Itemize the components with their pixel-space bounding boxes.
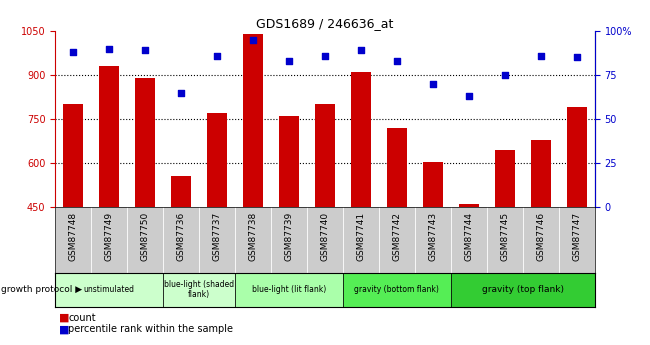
- Point: [356, 48, 366, 53]
- Point: [392, 58, 402, 64]
- Text: count: count: [68, 313, 96, 323]
- Point: [176, 90, 187, 95]
- Point: [248, 37, 258, 42]
- Bar: [163, 273, 235, 307]
- Text: GSM87737: GSM87737: [213, 212, 222, 262]
- Text: ■: ■: [58, 325, 69, 334]
- Text: gravity (bottom flank): gravity (bottom flank): [354, 285, 439, 294]
- Point: [68, 49, 79, 55]
- Point: [428, 81, 438, 87]
- Text: GSM87744: GSM87744: [464, 212, 473, 261]
- Bar: [279, 116, 299, 207]
- Text: GSM87743: GSM87743: [428, 212, 437, 262]
- Text: GSM87748: GSM87748: [69, 212, 78, 262]
- Bar: [387, 128, 407, 207]
- Point: [463, 93, 474, 99]
- Bar: [63, 104, 83, 207]
- Bar: [135, 78, 155, 207]
- Bar: [459, 204, 479, 207]
- Title: GDS1689 / 246636_at: GDS1689 / 246636_at: [256, 17, 394, 30]
- Text: GSM87742: GSM87742: [393, 212, 402, 261]
- Point: [536, 53, 546, 58]
- Text: GSM87747: GSM87747: [572, 212, 581, 262]
- Text: GSM87741: GSM87741: [356, 212, 365, 262]
- Text: blue-light (shaded
flank): blue-light (shaded flank): [164, 280, 234, 299]
- Bar: [235, 273, 343, 307]
- Text: blue-light (lit flank): blue-light (lit flank): [252, 285, 326, 294]
- Text: gravity (top flank): gravity (top flank): [482, 285, 564, 294]
- Point: [212, 53, 222, 58]
- Text: percentile rank within the sample: percentile rank within the sample: [68, 325, 233, 334]
- Text: GSM87738: GSM87738: [248, 212, 257, 262]
- Point: [140, 48, 150, 53]
- Bar: [99, 66, 119, 207]
- Bar: [171, 176, 191, 207]
- Bar: [207, 113, 227, 207]
- Bar: [351, 72, 371, 207]
- Bar: [315, 104, 335, 207]
- Point: [320, 53, 330, 58]
- Text: unstimulated: unstimulated: [84, 285, 135, 294]
- Point: [500, 72, 510, 78]
- Text: GSM87749: GSM87749: [105, 212, 114, 262]
- Bar: [423, 161, 443, 207]
- Text: GSM87746: GSM87746: [536, 212, 545, 262]
- Text: GSM87736: GSM87736: [177, 212, 186, 262]
- Text: GSM87740: GSM87740: [320, 212, 330, 262]
- Text: GSM87750: GSM87750: [140, 212, 150, 262]
- Text: ■: ■: [58, 313, 69, 323]
- Point: [284, 58, 294, 64]
- Text: growth protocol ▶: growth protocol ▶: [1, 285, 83, 294]
- Bar: [495, 150, 515, 207]
- Bar: [451, 273, 595, 307]
- Bar: [531, 139, 551, 207]
- Bar: [343, 273, 451, 307]
- Text: GSM87745: GSM87745: [500, 212, 510, 262]
- Bar: [567, 107, 587, 207]
- Text: GSM87739: GSM87739: [285, 212, 294, 262]
- Point: [104, 46, 114, 51]
- Bar: [55, 273, 163, 307]
- Bar: [243, 34, 263, 207]
- Point: [571, 55, 582, 60]
